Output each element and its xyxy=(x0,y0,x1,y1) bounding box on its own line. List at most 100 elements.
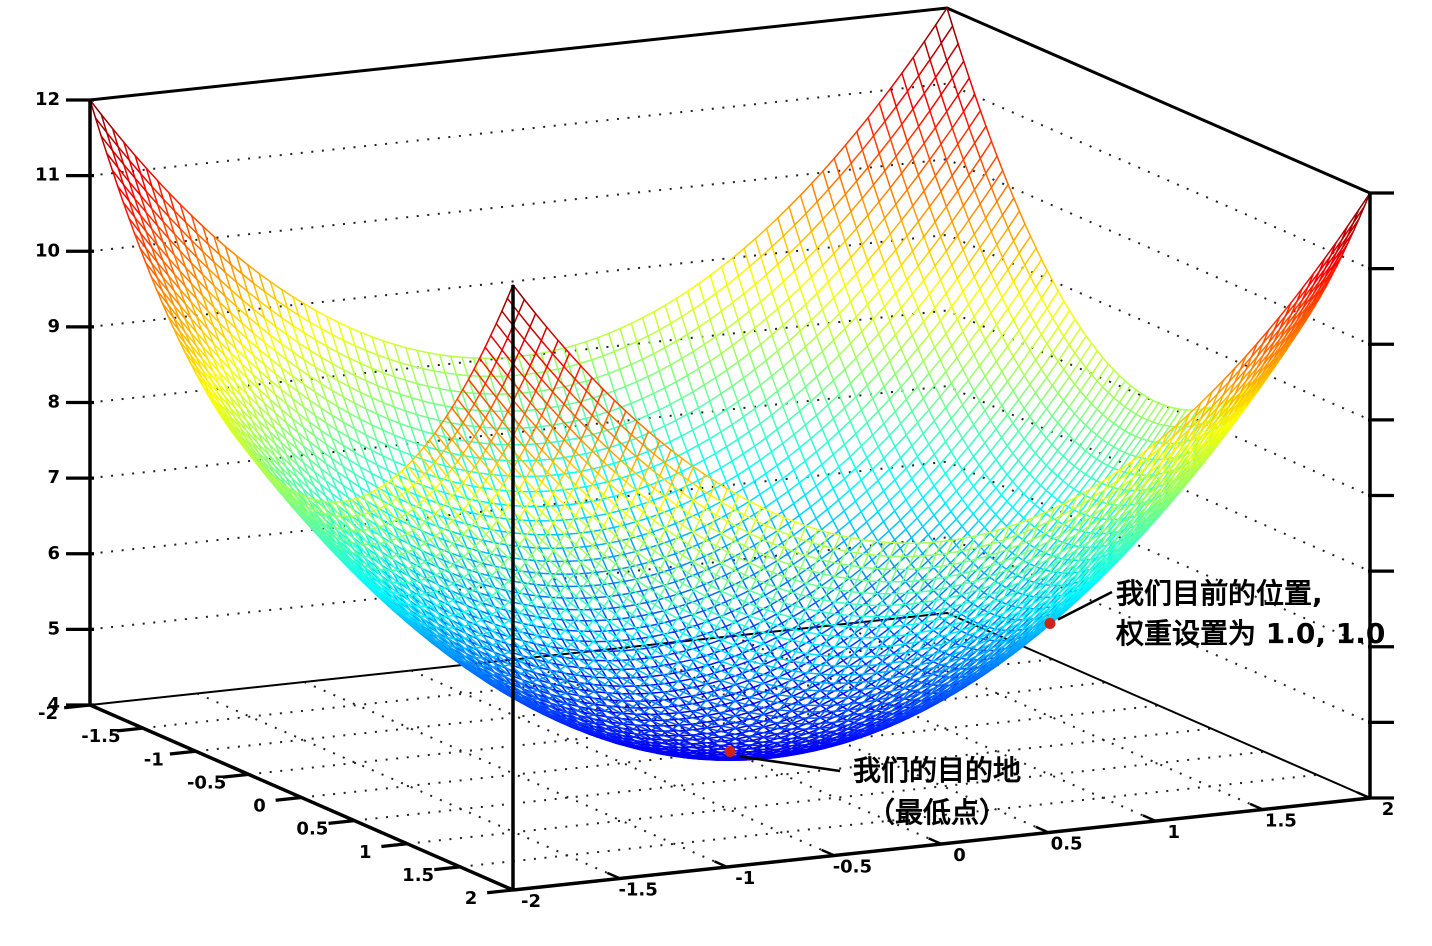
z-tick-label: 11 xyxy=(35,165,60,186)
z-tick-label: 9 xyxy=(47,316,60,337)
marker-dot-destination xyxy=(724,746,736,757)
z-tick-label: 7 xyxy=(47,467,60,488)
mesh-segment-group xyxy=(117,87,1343,368)
mesh-segment-group xyxy=(111,72,1349,355)
mesh-segment-group xyxy=(167,206,1293,464)
annotation-current-position-line1: 我们目前的位置, xyxy=(1116,577,1323,610)
y-tick-label: -0.5 xyxy=(833,857,872,878)
mesh-segment-group xyxy=(195,256,1266,503)
z-tick-label: 8 xyxy=(47,392,60,413)
x-tick-label: 2 xyxy=(465,888,478,909)
y-tick-label: 0.5 xyxy=(1051,834,1083,855)
mesh-segment-group xyxy=(133,120,1327,393)
z-tick-label: 10 xyxy=(35,240,60,261)
mesh-segment-group xyxy=(262,359,1198,581)
z-tick-label: 4 xyxy=(47,694,60,715)
annotation-current-position-line2: 权重设置为 1.0, 1.0 xyxy=(1116,617,1386,650)
mesh-segment-group xyxy=(105,56,1355,342)
mesh-segment-group xyxy=(161,188,1299,451)
mesh-segment-group xyxy=(273,376,1187,593)
mesh-segment-group xyxy=(217,290,1243,530)
mesh-segment-group xyxy=(139,138,1321,412)
mesh-segment-group xyxy=(128,116,1332,392)
mesh-segment-group xyxy=(178,223,1282,477)
tick-marks xyxy=(63,98,1394,895)
z-tick-label: 12 xyxy=(35,89,60,110)
y-tick-label: -1 xyxy=(735,868,755,889)
z-gridline xyxy=(89,233,1371,421)
y-tick xyxy=(1142,814,1157,823)
y-tick xyxy=(1356,791,1371,800)
surface-mesh xyxy=(89,7,1371,762)
x-tick-label: 1 xyxy=(359,842,372,863)
box-edges xyxy=(89,6,1371,799)
x-tick xyxy=(169,749,196,756)
mesh-segment-group xyxy=(178,227,1282,486)
mesh-segment-group xyxy=(122,102,1338,381)
x-tick-label: -1 xyxy=(144,749,164,770)
z-tick-label: 5 xyxy=(47,618,60,639)
x-tick xyxy=(275,795,302,802)
x-tick xyxy=(222,772,249,779)
leader-line-current-position xyxy=(1057,590,1113,621)
y-tick xyxy=(499,883,514,892)
z-tick-label: 6 xyxy=(47,543,60,564)
leader-line-destination xyxy=(739,755,841,773)
y-tick xyxy=(1249,802,1264,811)
z-gridline xyxy=(89,158,1371,346)
mesh-segment-group xyxy=(94,24,1366,315)
mesh-segment-group xyxy=(150,170,1310,439)
marker-dot-current-position xyxy=(1044,618,1056,629)
mesh-segment-group xyxy=(100,40,1360,328)
y-tick-label: 2 xyxy=(1382,799,1395,820)
x-tick-label: -2 xyxy=(38,703,58,724)
mesh-segment-group xyxy=(200,263,1260,510)
y-tick-label: -2 xyxy=(521,891,541,912)
mesh-segment-group xyxy=(144,155,1316,426)
mesh-segment-group xyxy=(183,237,1277,490)
x-tick-label: 0 xyxy=(253,796,266,817)
x-tick xyxy=(63,703,91,710)
z-gridline xyxy=(89,536,1371,724)
annotation-current-position: 我们目前的位置, 权重设置为 1.0, 1.0 xyxy=(1116,574,1385,654)
y-tick xyxy=(928,837,943,846)
y-tick-label: -1.5 xyxy=(618,880,657,901)
x-tick-label: -0.5 xyxy=(187,772,226,793)
x-tick xyxy=(486,888,514,895)
y-tick xyxy=(606,871,621,880)
mesh-segment-group xyxy=(139,144,1321,418)
floor-gridline xyxy=(410,669,835,857)
x-tick-label: -1.5 xyxy=(81,726,120,747)
mesh-segment-group xyxy=(89,7,1371,301)
mesh-segment-group xyxy=(156,180,1304,446)
annotation-destination: 我们的目的地 （最低点） xyxy=(806,750,1068,834)
mesh-segment-group xyxy=(161,194,1299,459)
y-tick-label: 0 xyxy=(953,845,966,866)
x-tick-label: 0.5 xyxy=(296,819,328,840)
x-tick xyxy=(381,842,408,849)
y-tick xyxy=(821,848,835,857)
z-gridline xyxy=(89,82,1371,270)
y-tick-label: 1 xyxy=(1167,822,1180,843)
y-tick xyxy=(1035,825,1050,834)
x-tick xyxy=(434,865,461,872)
mesh-segment-group xyxy=(189,245,1271,498)
mesh-segment-group xyxy=(133,130,1327,405)
top-back-edge xyxy=(89,6,1371,195)
z-gridline xyxy=(89,385,1371,573)
mesh-segment-group xyxy=(228,308,1232,541)
x-tick-label: 1.5 xyxy=(402,865,434,886)
annotation-destination-line1: 我们的目的地 xyxy=(852,754,1021,787)
annotation-destination-line2: （最低点） xyxy=(866,796,1007,829)
mesh-segment-group xyxy=(206,273,1254,516)
y-tick xyxy=(713,860,728,869)
x-tick xyxy=(116,726,144,733)
annotation-markers xyxy=(724,590,1113,773)
y-tick-label: 1.5 xyxy=(1265,811,1297,832)
floor-back-edge xyxy=(89,611,1371,799)
x-tick xyxy=(328,819,355,825)
z-gridline xyxy=(89,309,1371,497)
